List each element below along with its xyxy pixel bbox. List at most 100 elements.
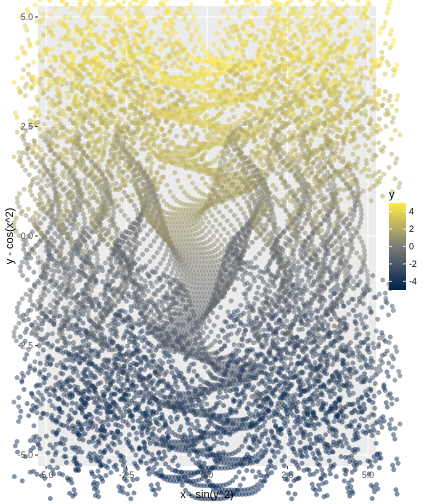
- data-point: [11, 219, 17, 225]
- data-point: [120, 489, 126, 495]
- data-point: [83, 337, 89, 343]
- data-point: [50, 343, 56, 349]
- data-point: [88, 458, 94, 464]
- data-point: [109, 156, 115, 162]
- data-point: [138, 217, 144, 223]
- data-point: [98, 380, 104, 386]
- data-point: [50, 167, 56, 173]
- data-point: [136, 317, 142, 323]
- data-point: [111, 391, 117, 397]
- data-point: [24, 256, 30, 262]
- data-point: [124, 258, 130, 264]
- data-point: [179, 7, 185, 13]
- data-point: [32, 2, 38, 8]
- data-point: [134, 42, 140, 48]
- data-point: [141, 423, 147, 429]
- data-point: [89, 75, 95, 81]
- data-point: [95, 214, 101, 220]
- data-point: [169, 270, 175, 276]
- data-point: [166, 129, 172, 135]
- data-point: [47, 392, 53, 398]
- data-point: [45, 230, 51, 236]
- data-point: [23, 213, 29, 219]
- data-point: [72, 41, 78, 47]
- data-point: [14, 114, 20, 120]
- data-point: [117, 46, 123, 52]
- data-point: [125, 315, 131, 321]
- data-point: [136, 177, 142, 183]
- data-point: [140, 309, 146, 315]
- data-point: [133, 66, 139, 72]
- data-point: [43, 51, 49, 57]
- data-point: [21, 49, 27, 55]
- data-point: [194, 131, 200, 137]
- data-point: [25, 317, 31, 323]
- data-point: [79, 262, 85, 268]
- data-point: [83, 5, 89, 11]
- data-point: [86, 361, 92, 367]
- data-point: [79, 117, 85, 123]
- data-point: [159, 456, 165, 462]
- data-point: [116, 165, 122, 171]
- data-point: [82, 356, 88, 362]
- data-point: [40, 90, 46, 96]
- data-point: [179, 44, 185, 50]
- data-point: [46, 372, 52, 378]
- data-point: [137, 446, 143, 452]
- data-point: [108, 147, 114, 153]
- data-point: [25, 370, 31, 376]
- data-point: [156, 428, 162, 434]
- data-point: [49, 458, 55, 464]
- data-point: [164, 290, 170, 296]
- data-point: [85, 71, 91, 77]
- data-point: [135, 15, 141, 21]
- data-point: [130, 425, 136, 431]
- data-point: [57, 42, 63, 48]
- data-point: [88, 370, 94, 376]
- data-point: [95, 324, 101, 330]
- data-point: [171, 375, 177, 381]
- data-point: [110, 266, 116, 272]
- data-point: [148, 296, 154, 302]
- data-point: [169, 370, 175, 376]
- data-point: [123, 298, 129, 304]
- data-point: [67, 490, 73, 496]
- data-point: [111, 317, 117, 323]
- data-point: [62, 336, 68, 342]
- data-point: [125, 115, 131, 121]
- data-point: [49, 133, 55, 139]
- data-point: [26, 142, 32, 148]
- data-point: [87, 277, 93, 283]
- data-point: [111, 141, 117, 147]
- data-point: [137, 162, 143, 168]
- data-point: [99, 144, 105, 150]
- data-point: [35, 107, 41, 113]
- data-point: [33, 243, 39, 249]
- data-point: [68, 277, 74, 283]
- data-point: [23, 128, 29, 134]
- data-point: [111, 435, 117, 441]
- data-point: [191, 48, 197, 54]
- data-point: [40, 336, 46, 342]
- data-point: [22, 23, 28, 29]
- data-point: [71, 185, 77, 191]
- data-point: [106, 54, 112, 60]
- data-point: [37, 112, 43, 118]
- data-point: [133, 463, 139, 469]
- data-point: [128, 294, 134, 300]
- data-point: [42, 235, 48, 241]
- data-point: [169, 63, 175, 69]
- data-point: [35, 254, 41, 260]
- data-point: [116, 406, 122, 412]
- data-point: [145, 311, 151, 317]
- data-point: [141, 121, 147, 127]
- data-point: [122, 212, 128, 218]
- data-point: [166, 52, 172, 58]
- data-point: [86, 144, 92, 150]
- data-point: [144, 430, 150, 436]
- data-point: [107, 327, 113, 333]
- data-point: [149, 284, 155, 290]
- data-point: [95, 394, 101, 400]
- data-point: [66, 37, 72, 43]
- data-point: [200, 46, 206, 52]
